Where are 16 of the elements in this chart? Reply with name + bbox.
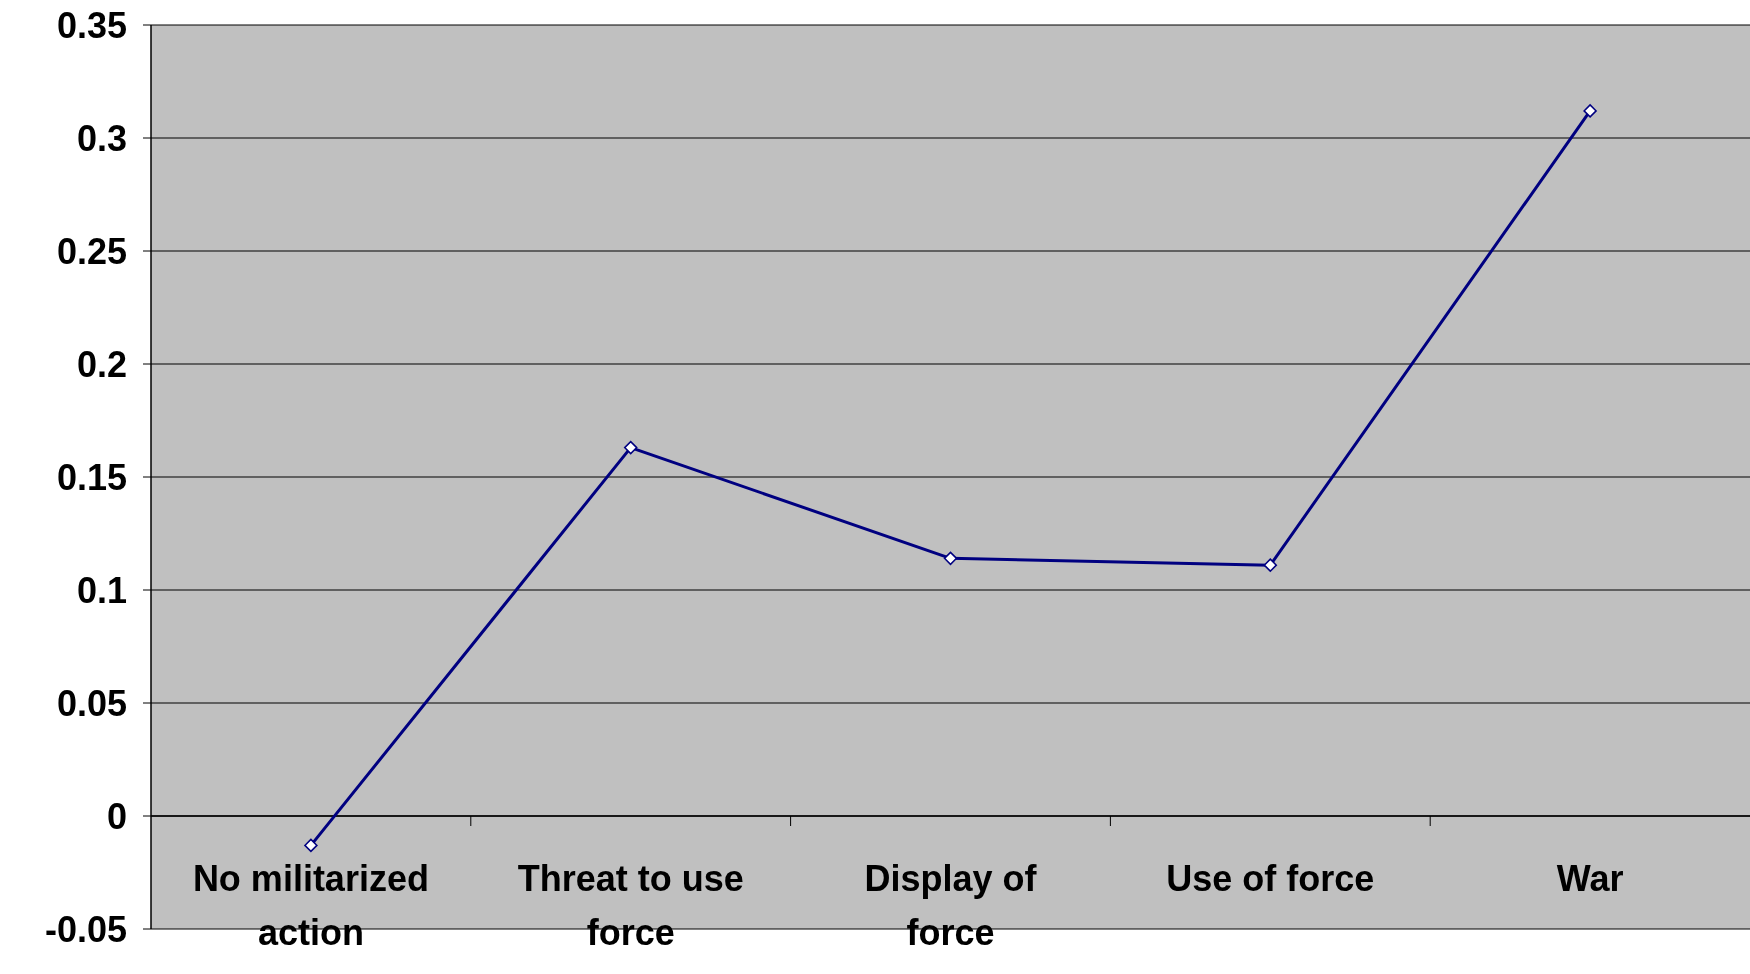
y-tick-label: -0.05 bbox=[44, 908, 127, 950]
point bbox=[304, 838, 318, 853]
x-tick-label: War bbox=[1556, 858, 1624, 899]
y-tick-label: 0.1 bbox=[76, 569, 127, 611]
y-tick-label: 0.35 bbox=[56, 4, 127, 46]
x-tick-label: Use of force bbox=[1166, 858, 1375, 899]
y-tick-label: 0.3 bbox=[76, 117, 127, 159]
point bbox=[1583, 104, 1597, 118]
y-tick-label: 0.05 bbox=[56, 682, 127, 724]
y-tick-label: 0.2 bbox=[76, 343, 127, 385]
point bbox=[623, 440, 638, 455]
point bbox=[1263, 558, 1278, 572]
y-tick-label: 0.15 bbox=[56, 456, 127, 498]
y-tick-label: 0 bbox=[106, 795, 127, 837]
point bbox=[943, 551, 958, 566]
y-tick-label: 0.25 bbox=[56, 230, 127, 272]
